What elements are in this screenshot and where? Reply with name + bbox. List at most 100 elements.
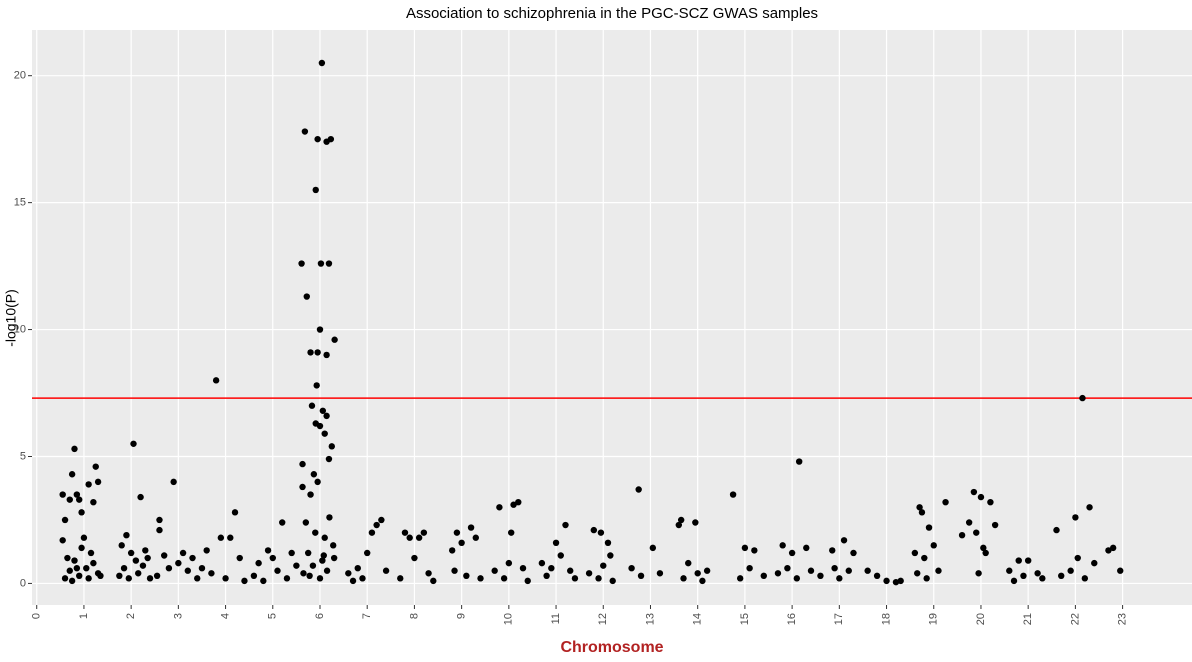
x-tick-label: 18 (880, 613, 892, 625)
point (864, 567, 871, 574)
point (170, 478, 177, 486)
point (1091, 559, 1098, 567)
point (71, 557, 78, 564)
point (774, 570, 782, 577)
point (198, 564, 206, 572)
point (607, 552, 614, 559)
point (309, 562, 317, 569)
x-tick-label: 21 (1022, 613, 1034, 625)
point (64, 554, 71, 562)
point (194, 575, 201, 582)
point (319, 407, 327, 414)
point (203, 547, 210, 554)
x-tick-label: 9 (456, 613, 468, 619)
point (1109, 544, 1117, 552)
point (467, 524, 475, 531)
point (1006, 567, 1013, 574)
point (548, 564, 555, 572)
point (793, 575, 801, 582)
point (156, 526, 163, 534)
point (302, 519, 310, 526)
x-tick-label: 7 (361, 613, 373, 619)
point (330, 542, 337, 549)
point (293, 562, 300, 569)
point (373, 521, 380, 529)
point (609, 577, 616, 585)
point (144, 554, 151, 562)
point (283, 575, 291, 582)
point (359, 575, 366, 582)
point (911, 549, 919, 557)
point (510, 501, 517, 508)
point (649, 544, 657, 552)
x-tick-label: 10 (503, 613, 515, 625)
x-tick-label: 5 (267, 613, 279, 619)
point (299, 460, 306, 468)
point (165, 564, 173, 572)
x-tick-label: 20 (975, 613, 987, 625)
point (328, 443, 335, 450)
point (505, 559, 513, 567)
point (208, 570, 215, 577)
point (916, 504, 923, 511)
point (139, 562, 147, 569)
point (90, 559, 97, 567)
point (925, 524, 933, 531)
x-tick-label: 6 (314, 613, 326, 619)
point (991, 521, 999, 529)
point (326, 514, 333, 521)
point (318, 59, 326, 67)
point (840, 537, 848, 544)
point (795, 458, 803, 465)
point (571, 575, 579, 582)
point (319, 557, 326, 564)
y-tick-label: 5 (20, 450, 26, 462)
point (496, 504, 503, 511)
point (604, 539, 612, 547)
point (59, 537, 66, 544)
point (1086, 504, 1093, 511)
y-tick-label: 15 (14, 197, 26, 209)
point (189, 554, 196, 562)
point (76, 496, 83, 503)
point (288, 549, 295, 557)
point (231, 509, 239, 516)
point (448, 547, 456, 554)
point (397, 575, 404, 582)
point (118, 542, 125, 549)
point (562, 521, 569, 529)
point (982, 549, 989, 557)
point (317, 260, 325, 267)
point (463, 572, 470, 580)
point (703, 567, 711, 574)
point (255, 559, 262, 567)
point (116, 572, 123, 580)
point (307, 491, 314, 498)
point (958, 531, 966, 539)
point (1081, 575, 1089, 582)
point (269, 554, 276, 562)
point (845, 567, 852, 574)
point (850, 549, 857, 557)
point (323, 567, 331, 574)
point (227, 534, 234, 541)
point (458, 539, 465, 547)
point (1024, 557, 1032, 564)
point (921, 554, 928, 562)
point (590, 526, 598, 534)
point (331, 336, 338, 343)
point (130, 440, 137, 447)
point (368, 529, 376, 536)
point (746, 564, 753, 572)
point (135, 570, 142, 577)
point (236, 554, 243, 562)
point (153, 572, 161, 580)
point (935, 567, 942, 574)
point (873, 572, 881, 580)
point (320, 552, 327, 559)
point (175, 559, 182, 567)
point (914, 570, 921, 577)
point (92, 463, 99, 470)
point (942, 498, 949, 506)
point (132, 557, 140, 564)
